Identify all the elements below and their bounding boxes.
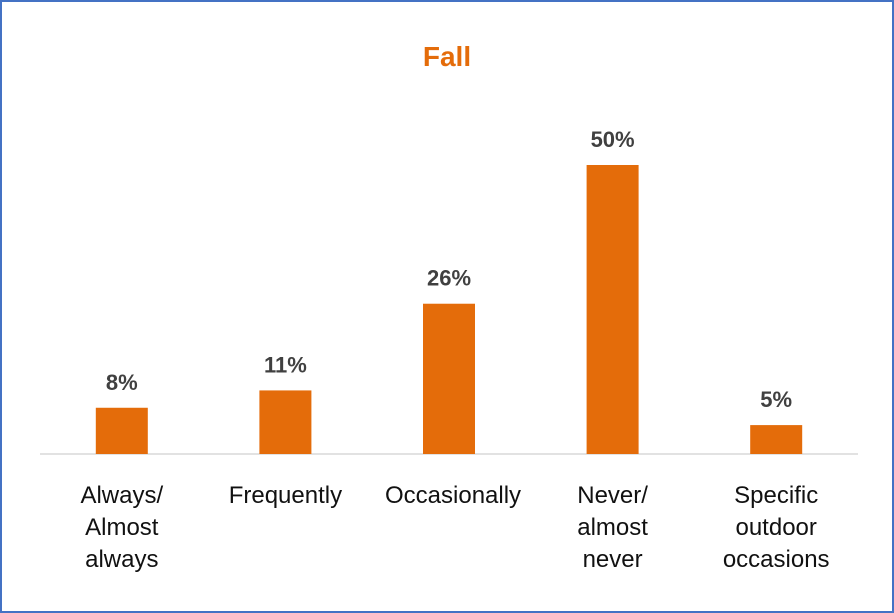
value-label: 5% <box>760 387 792 412</box>
x-tick-text: Frequently <box>228 482 343 509</box>
x-tick-label: Always/ Almost always <box>40 480 204 576</box>
value-label: 8% <box>106 370 138 395</box>
x-tick-label: Occasionally <box>367 480 531 512</box>
bar <box>586 165 639 454</box>
x-tick-text: Always/ Almost always <box>80 482 164 573</box>
x-tick-label: Specific outdoor occasions <box>694 480 858 576</box>
x-tick-label: Frequently <box>203 480 367 512</box>
x-tick-text: Occasionally <box>385 482 522 509</box>
bar <box>750 425 803 454</box>
chart-title: Fall <box>423 41 471 72</box>
value-label: 50% <box>591 127 635 152</box>
bar <box>423 303 475 454</box>
value-label: 26% <box>427 266 471 291</box>
x-tick-text: Never/ almost never <box>577 482 648 573</box>
bar <box>95 407 148 454</box>
bar <box>259 390 312 454</box>
x-tick-label: Never/ almost never <box>531 480 695 576</box>
x-tick-text: Specific outdoor occasions <box>722 482 830 573</box>
value-label: 11% <box>264 352 307 377</box>
